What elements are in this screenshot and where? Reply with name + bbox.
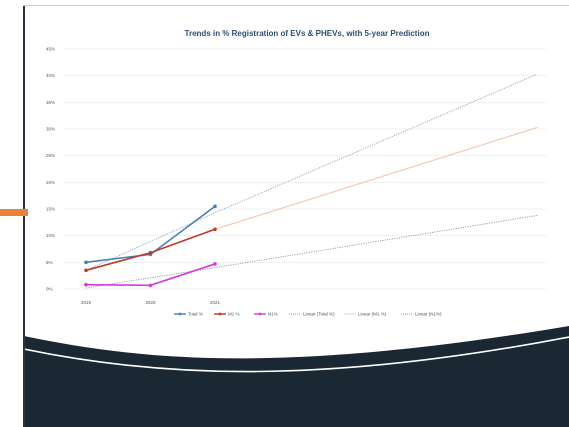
x-axis-ticks: 2019 2020 2021 <box>81 300 221 305</box>
trendlines <box>85 73 538 289</box>
y-tick-label: 25% <box>46 153 55 158</box>
data-point <box>148 250 153 255</box>
y-tick-label: 15% <box>46 207 55 212</box>
x-tick-label: 2019 <box>81 300 92 305</box>
legend-label: M1 % <box>228 312 240 317</box>
y-tick-label: 10% <box>46 233 55 238</box>
series-line <box>85 263 216 287</box>
trend-chart: Trends in % Registration of EVs & PHEVs,… <box>24 29 569 427</box>
slide-footer-wave <box>24 326 569 427</box>
slide-top-border <box>23 5 569 6</box>
data-point <box>148 283 153 288</box>
x-tick-label: 2020 <box>145 300 156 305</box>
y-tick-label: 5% <box>46 260 53 265</box>
y-tick-label: 45% <box>46 47 55 52</box>
legend-label: Total % <box>188 312 203 317</box>
data-point <box>213 227 217 232</box>
data-series <box>84 204 217 288</box>
chart-legend: Total % M1 % N1% Linear (Total %) Linear (M1… <box>174 312 442 317</box>
y-tick-label: 0% <box>46 287 53 292</box>
chart-grid <box>63 48 547 290</box>
trendline <box>214 126 538 230</box>
legend-marker <box>218 312 222 316</box>
legend-label: Linear (Total %) <box>303 312 335 317</box>
y-tick-label: 35% <box>46 100 55 105</box>
data-point <box>84 282 88 287</box>
legend-label: Linear (N1%) <box>415 312 442 317</box>
accent-bar <box>0 209 28 216</box>
y-tick-label: 20% <box>46 180 55 185</box>
slide-canvas: Trends in % Registration of EVs & PHEVs,… <box>24 6 569 427</box>
slide-left-border <box>23 6 25 427</box>
legend-marker <box>178 312 182 316</box>
data-point <box>213 204 217 209</box>
data-point <box>213 262 217 266</box>
legend-label: Linear (M1 %) <box>358 312 387 317</box>
y-tick-label: 30% <box>46 127 55 132</box>
trendline <box>85 73 538 271</box>
footer-dark-shape <box>24 326 569 427</box>
footer-highlight-curve <box>24 336 569 373</box>
legend-marker <box>258 312 262 316</box>
legend-label: N1% <box>268 312 278 317</box>
chart-title: Trends in % Registration of EVs & PHEVs,… <box>185 29 430 38</box>
y-axis-ticks: 0% 5% 10% 15% 20% 25% 30% 35% 40% 45% <box>46 47 55 292</box>
data-point <box>84 268 88 273</box>
x-tick-label: 2021 <box>210 300 221 305</box>
trendline <box>85 214 538 289</box>
y-tick-label: 40% <box>46 73 55 78</box>
data-point <box>84 260 88 265</box>
